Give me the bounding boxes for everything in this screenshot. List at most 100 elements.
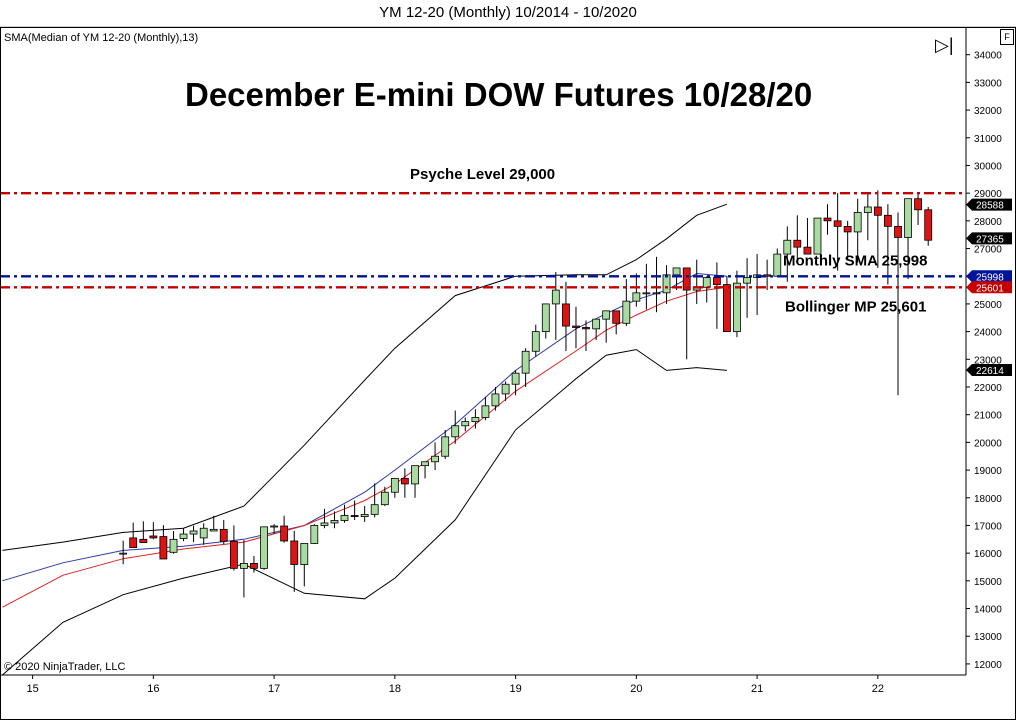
y-tick-label: 18000 bbox=[974, 494, 1002, 505]
candle-down bbox=[250, 563, 258, 569]
y-tick-label: 13000 bbox=[974, 632, 1002, 643]
chart-title: December E-mini DOW Futures 10/28/20 bbox=[185, 76, 813, 113]
price-marker-label: 25601 bbox=[976, 283, 1004, 294]
price-marker-label: 28588 bbox=[976, 201, 1004, 212]
y-tick-label: 24000 bbox=[974, 328, 1002, 339]
candle-up bbox=[551, 289, 560, 305]
price-marker bbox=[966, 198, 1012, 211]
indicator-label: SMA(Median of YM 12-20 (Monthly),13) bbox=[4, 32, 199, 44]
chart-panel[interactable]: 12000 13000 14000 15000 16000 17000 18000 19000… bbox=[0, 27, 1016, 720]
candle-up bbox=[380, 491, 389, 506]
candle-up bbox=[813, 217, 822, 255]
candle-up bbox=[672, 267, 681, 276]
candle-up bbox=[773, 253, 782, 277]
candle-up bbox=[531, 331, 540, 352]
x-tick-label: 21 bbox=[751, 683, 763, 695]
candle-down bbox=[572, 325, 580, 328]
annotation-label: Psyche Level 29,000 bbox=[410, 166, 555, 183]
bollinger-upper-line bbox=[2, 203, 728, 551]
candlestick-chart[interactable]: 12000 13000 14000 15000 16000 17000 18000 19000… bbox=[0, 27, 1016, 720]
y-tick-label: 25000 bbox=[974, 300, 1002, 311]
x-tick-label: 16 bbox=[147, 683, 159, 695]
candle-up bbox=[592, 318, 601, 330]
y-tick-label: 27000 bbox=[974, 245, 1002, 256]
candle-up bbox=[390, 477, 399, 493]
annotation-label: Monthly SMA 25,998 bbox=[783, 252, 927, 269]
sma-line bbox=[2, 272, 727, 582]
candle-down bbox=[582, 327, 590, 330]
candle-up bbox=[733, 282, 741, 333]
y-tick-label: 21000 bbox=[974, 411, 1002, 422]
candle-up bbox=[461, 421, 470, 427]
annotation-label: Bollinger MP 25,601 bbox=[785, 298, 926, 315]
candle-down bbox=[833, 220, 842, 227]
candle-down bbox=[924, 209, 933, 241]
candle-down bbox=[229, 540, 238, 569]
candle-down bbox=[139, 538, 148, 544]
candle-up bbox=[360, 513, 369, 517]
candle-down bbox=[159, 536, 168, 560]
x-tick-label: 22 bbox=[872, 683, 884, 695]
candle-up bbox=[270, 525, 279, 528]
price-marker bbox=[966, 363, 1012, 376]
candle-down bbox=[562, 303, 570, 327]
y-tick-label: 33000 bbox=[974, 78, 1002, 89]
candle-up bbox=[602, 310, 611, 320]
price-marker bbox=[966, 232, 1012, 245]
y-tick-label: 30000 bbox=[974, 161, 1002, 172]
x-tick-label: 19 bbox=[509, 683, 521, 695]
copyright-label: © 2020 NinjaTrader, LLC bbox=[4, 661, 126, 673]
y-tick-label: 15000 bbox=[974, 577, 1002, 588]
candle-up bbox=[451, 425, 460, 438]
candle-up bbox=[240, 563, 248, 569]
candle-down bbox=[723, 284, 731, 333]
y-tick-label: 23000 bbox=[974, 355, 1002, 366]
candle-up bbox=[340, 515, 349, 521]
bollinger-mid-line bbox=[2, 286, 727, 608]
candle-up bbox=[622, 300, 631, 324]
candle-down bbox=[712, 277, 721, 285]
candle-up bbox=[511, 372, 520, 385]
candle-down bbox=[219, 528, 228, 542]
candle-up bbox=[441, 436, 450, 457]
candle-up bbox=[370, 504, 379, 515]
candle-up bbox=[642, 292, 651, 295]
candle-up bbox=[652, 292, 661, 295]
y-tick-label: 28000 bbox=[974, 217, 1002, 228]
axes: 12000 13000 14000 15000 16000 17000 18000 19000… bbox=[0, 27, 1016, 720]
price-marker-label: 25998 bbox=[976, 272, 1004, 283]
y-tick-label: 22000 bbox=[974, 383, 1002, 394]
candle-up bbox=[743, 277, 751, 284]
candle-down bbox=[914, 198, 922, 211]
price-marker bbox=[966, 281, 1012, 294]
candle-up bbox=[431, 455, 439, 463]
y-tick-label: 20000 bbox=[974, 438, 1002, 449]
candle-up bbox=[662, 274, 671, 294]
candle-down bbox=[823, 217, 832, 222]
x-tick-label: 17 bbox=[268, 683, 280, 695]
candle-up bbox=[863, 206, 872, 213]
candle-down bbox=[793, 239, 802, 248]
play-button[interactable]: ▷| bbox=[935, 35, 954, 55]
candle-up bbox=[179, 533, 188, 539]
candle-down bbox=[843, 225, 852, 233]
candle-up bbox=[189, 530, 198, 535]
y-tick-label: 14000 bbox=[974, 605, 1002, 616]
y-tick-label: 32000 bbox=[974, 106, 1002, 117]
candle-down bbox=[682, 267, 691, 291]
price-marker-label: 22614 bbox=[976, 366, 1004, 377]
window-title: YM 12-20 (Monthly) 10/2014 - 10/2020 bbox=[0, 0, 1016, 27]
price-marker bbox=[966, 270, 1012, 283]
chart-border bbox=[0, 27, 1016, 720]
candle-up bbox=[501, 383, 510, 395]
candle-up bbox=[471, 417, 480, 423]
annotations: Psyche Level 29,000 Monthly SMA 25,998 Bol… bbox=[410, 166, 927, 315]
y-tick-label: 34000 bbox=[974, 51, 1002, 62]
candle-down bbox=[803, 246, 812, 255]
f-button[interactable]: F bbox=[1000, 29, 1014, 45]
candle-up bbox=[310, 525, 319, 544]
candle-up bbox=[169, 538, 178, 553]
candle-up bbox=[199, 527, 208, 539]
x-tick-label: 15 bbox=[26, 683, 38, 695]
